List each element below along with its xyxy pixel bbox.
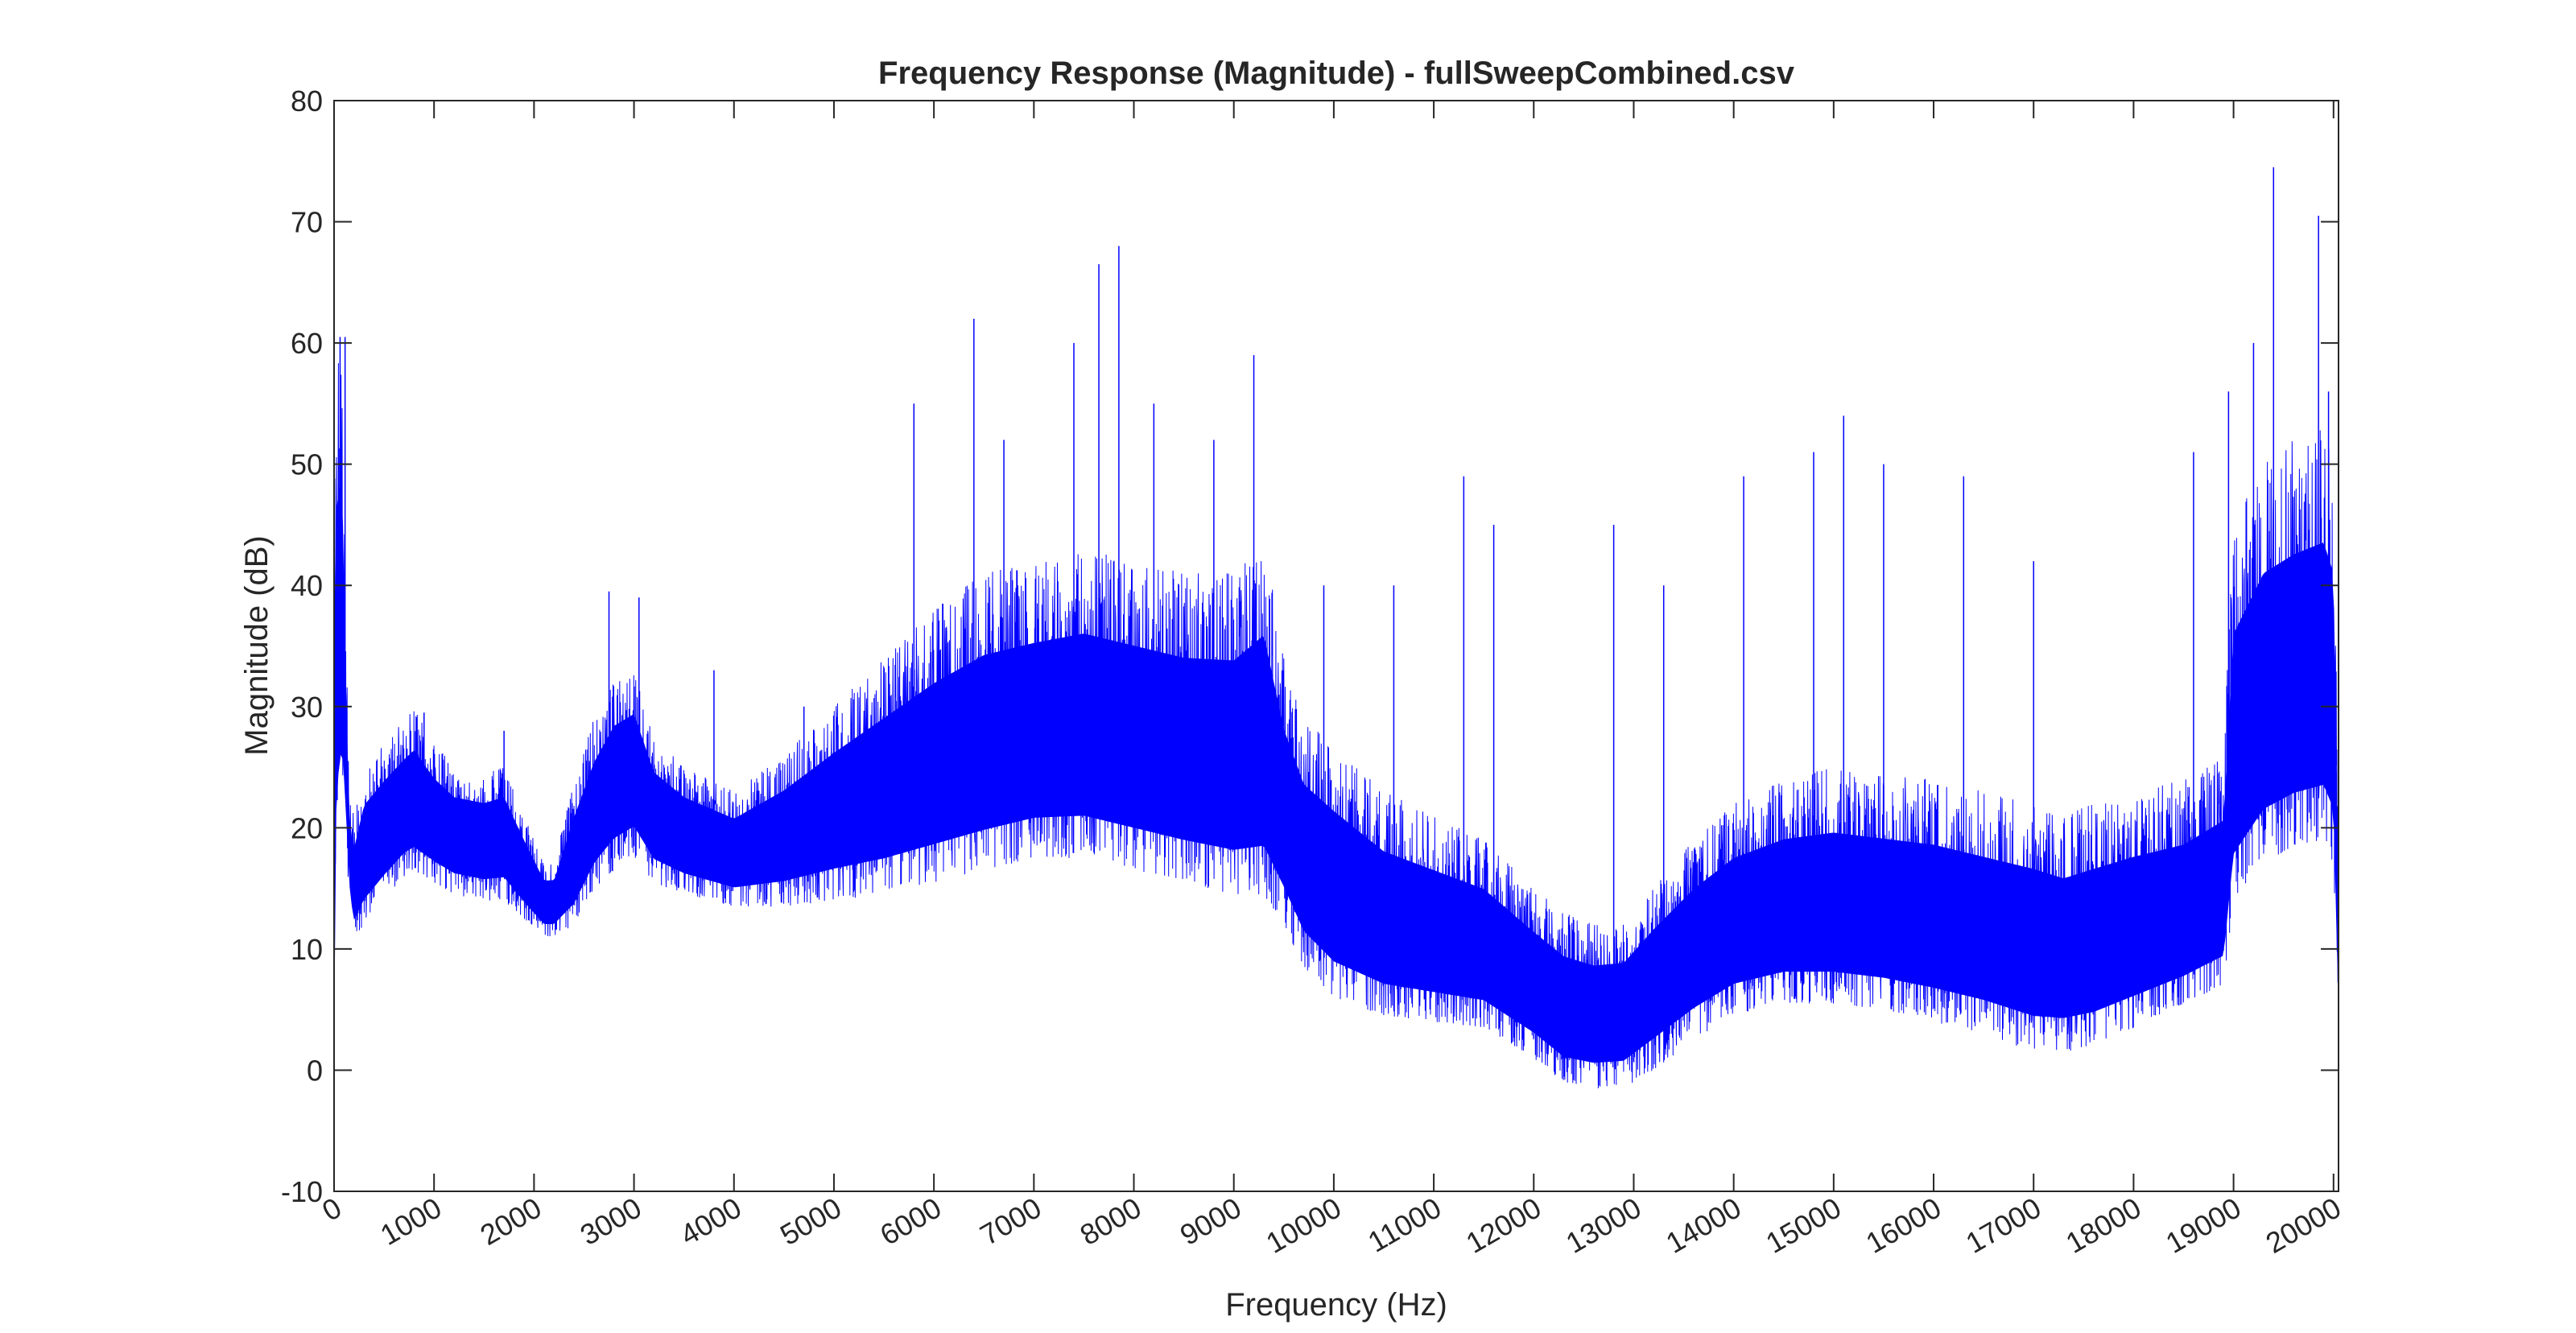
y-tick-label: 60 [291, 327, 323, 360]
axes-background [334, 101, 2339, 1191]
magnitude-series [333, 167, 2339, 1089]
y-tick-label: 50 [291, 448, 323, 481]
y-tick-label: 30 [291, 691, 323, 724]
magnitude-band [334, 481, 2339, 1063]
y-tick-label: 80 [291, 85, 323, 118]
y-tick-label: 40 [291, 569, 323, 602]
magnitude-trace [333, 363, 2339, 1089]
y-tick-label: 10 [291, 933, 323, 966]
x-axis-label: Frequency (Hz) [1225, 1287, 1447, 1323]
axes-box [333, 100, 2339, 1192]
y-axis-label: Magnitude (dB) [239, 535, 275, 755]
y-tick-label: -10 [281, 1175, 323, 1208]
y-tick-label: 70 [291, 206, 323, 239]
chart-title: Frequency Response (Magnitude) - fullSwe… [878, 56, 1795, 91]
y-tick-label: 0 [307, 1054, 323, 1087]
y-tick-label: 20 [291, 811, 323, 844]
axes-frame [333, 100, 2339, 1192]
plot-area [334, 101, 2339, 1191]
